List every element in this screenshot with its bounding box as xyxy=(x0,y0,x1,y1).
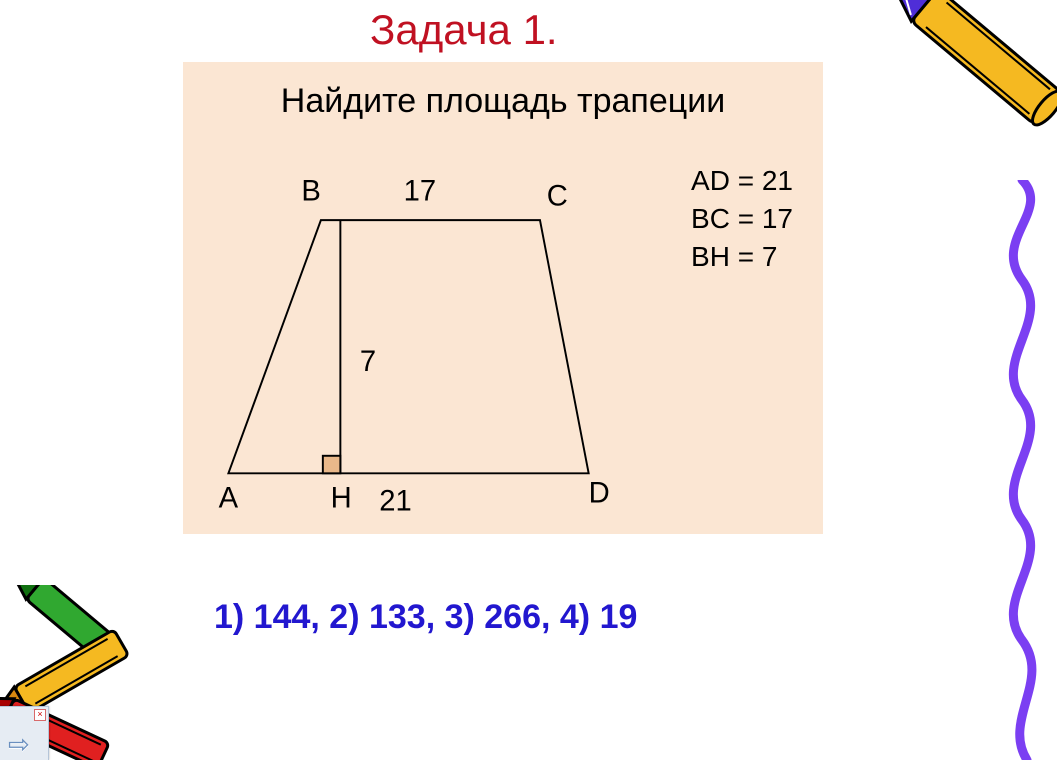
label-c: C xyxy=(547,181,568,213)
trapezoid-outline xyxy=(228,220,588,473)
trapezoid-diagram: B C A H D 17 7 21 xyxy=(193,152,663,522)
problem-panel: Найдите площадь трапеции AD = 21 BC = 17… xyxy=(183,62,823,534)
given-bh: BH = 7 xyxy=(691,238,793,276)
label-b: B xyxy=(301,176,320,208)
crayon-decoration-top xyxy=(867,0,1057,200)
page-title: Задача 1. xyxy=(370,6,558,54)
label-a: A xyxy=(219,482,239,514)
problem-subtitle: Найдите площадь трапеции xyxy=(183,82,823,121)
dim-bottom: 21 xyxy=(379,485,411,517)
dim-height: 7 xyxy=(360,346,376,378)
nav-widget: × ⇨ xyxy=(0,706,49,760)
answer-choices: 1) 144, 2) 133, 3) 266, 4) 19 xyxy=(214,598,637,637)
close-icon[interactable]: × xyxy=(34,709,46,721)
given-ad: AD = 21 xyxy=(691,162,793,200)
given-values: AD = 21 BC = 17 BH = 7 xyxy=(691,162,793,275)
decorative-squiggle xyxy=(982,180,1057,760)
given-bc: BC = 17 xyxy=(691,200,793,238)
label-h: H xyxy=(331,482,352,514)
right-angle-marker xyxy=(323,456,341,474)
dim-top: 17 xyxy=(404,176,436,208)
next-arrow-button[interactable]: ⇨ xyxy=(8,729,30,760)
label-d: D xyxy=(589,478,610,510)
